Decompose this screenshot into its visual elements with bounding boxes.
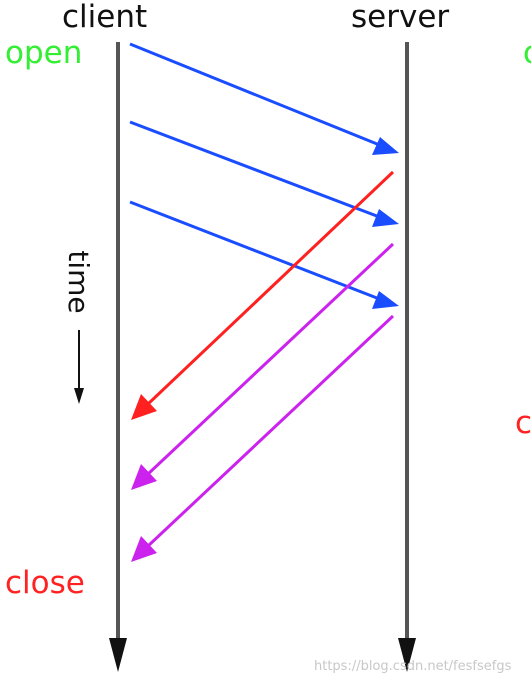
edge-close-fragment: c <box>515 405 531 441</box>
response-arrow-3 <box>131 314 395 562</box>
response-arrow-2 <box>131 242 395 490</box>
time-label: time <box>62 250 95 314</box>
server-timeline-arrowhead <box>398 638 416 672</box>
response-arrow-1 <box>131 170 395 420</box>
request-arrow-3 <box>129 200 399 309</box>
client-timeline-arrowhead <box>109 638 127 672</box>
request-arrow-1 <box>129 42 399 155</box>
open-label: open <box>5 35 83 71</box>
watermark-url: https://blog.csdn.net/fesfsefgs <box>314 659 512 674</box>
client-label: client <box>62 0 148 35</box>
request-arrow-2 <box>129 120 399 227</box>
time-arrow-head <box>74 388 84 404</box>
server-label: server <box>351 0 450 35</box>
close-label: close <box>5 565 85 601</box>
edge-open-fragment: o <box>523 38 531 69</box>
